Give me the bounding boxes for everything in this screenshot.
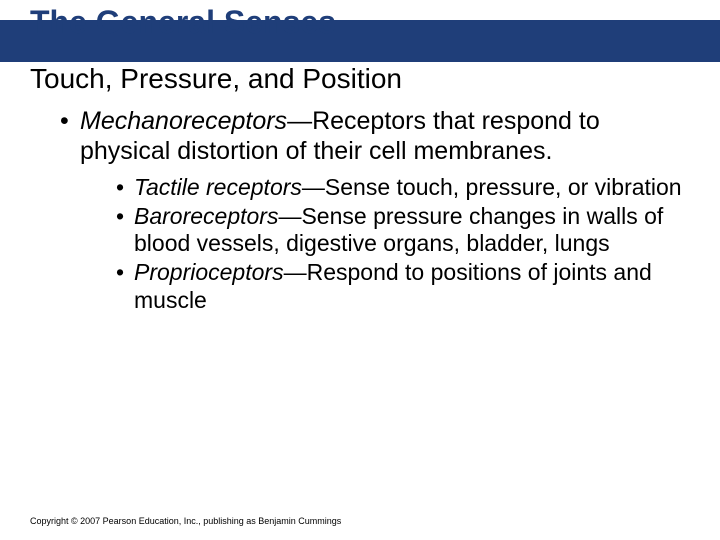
bullet-level2: Baroreceptors—Sense pressure changes in … xyxy=(116,203,690,257)
bullet-text: —Sense touch, pressure, or vibration xyxy=(302,174,682,200)
bullet-level1: Mechanoreceptors—Receptors that respond … xyxy=(60,107,690,314)
bullet-level2: Proprioceptors—Respond to positions of j… xyxy=(116,259,690,313)
sub-bullets: Tactile receptors—Sense touch, pressure,… xyxy=(80,174,690,314)
content-area: Mechanoreceptors—Receptors that respond … xyxy=(0,107,720,314)
term-italic: Mechanoreceptors xyxy=(80,107,287,135)
term-italic: Tactile receptors xyxy=(134,174,302,200)
term-italic: Baroreceptors xyxy=(134,203,278,229)
bullet-level2: Tactile receptors—Sense touch, pressure,… xyxy=(116,174,690,201)
copyright-footer: Copyright © 2007 Pearson Education, Inc.… xyxy=(30,516,341,526)
slide-subtitle: Touch, Pressure, and Position xyxy=(0,63,720,95)
title-bar: The General Senses xyxy=(0,0,720,47)
slide-title: The General Senses xyxy=(0,0,720,47)
term-italic: Proprioceptors xyxy=(134,259,284,285)
